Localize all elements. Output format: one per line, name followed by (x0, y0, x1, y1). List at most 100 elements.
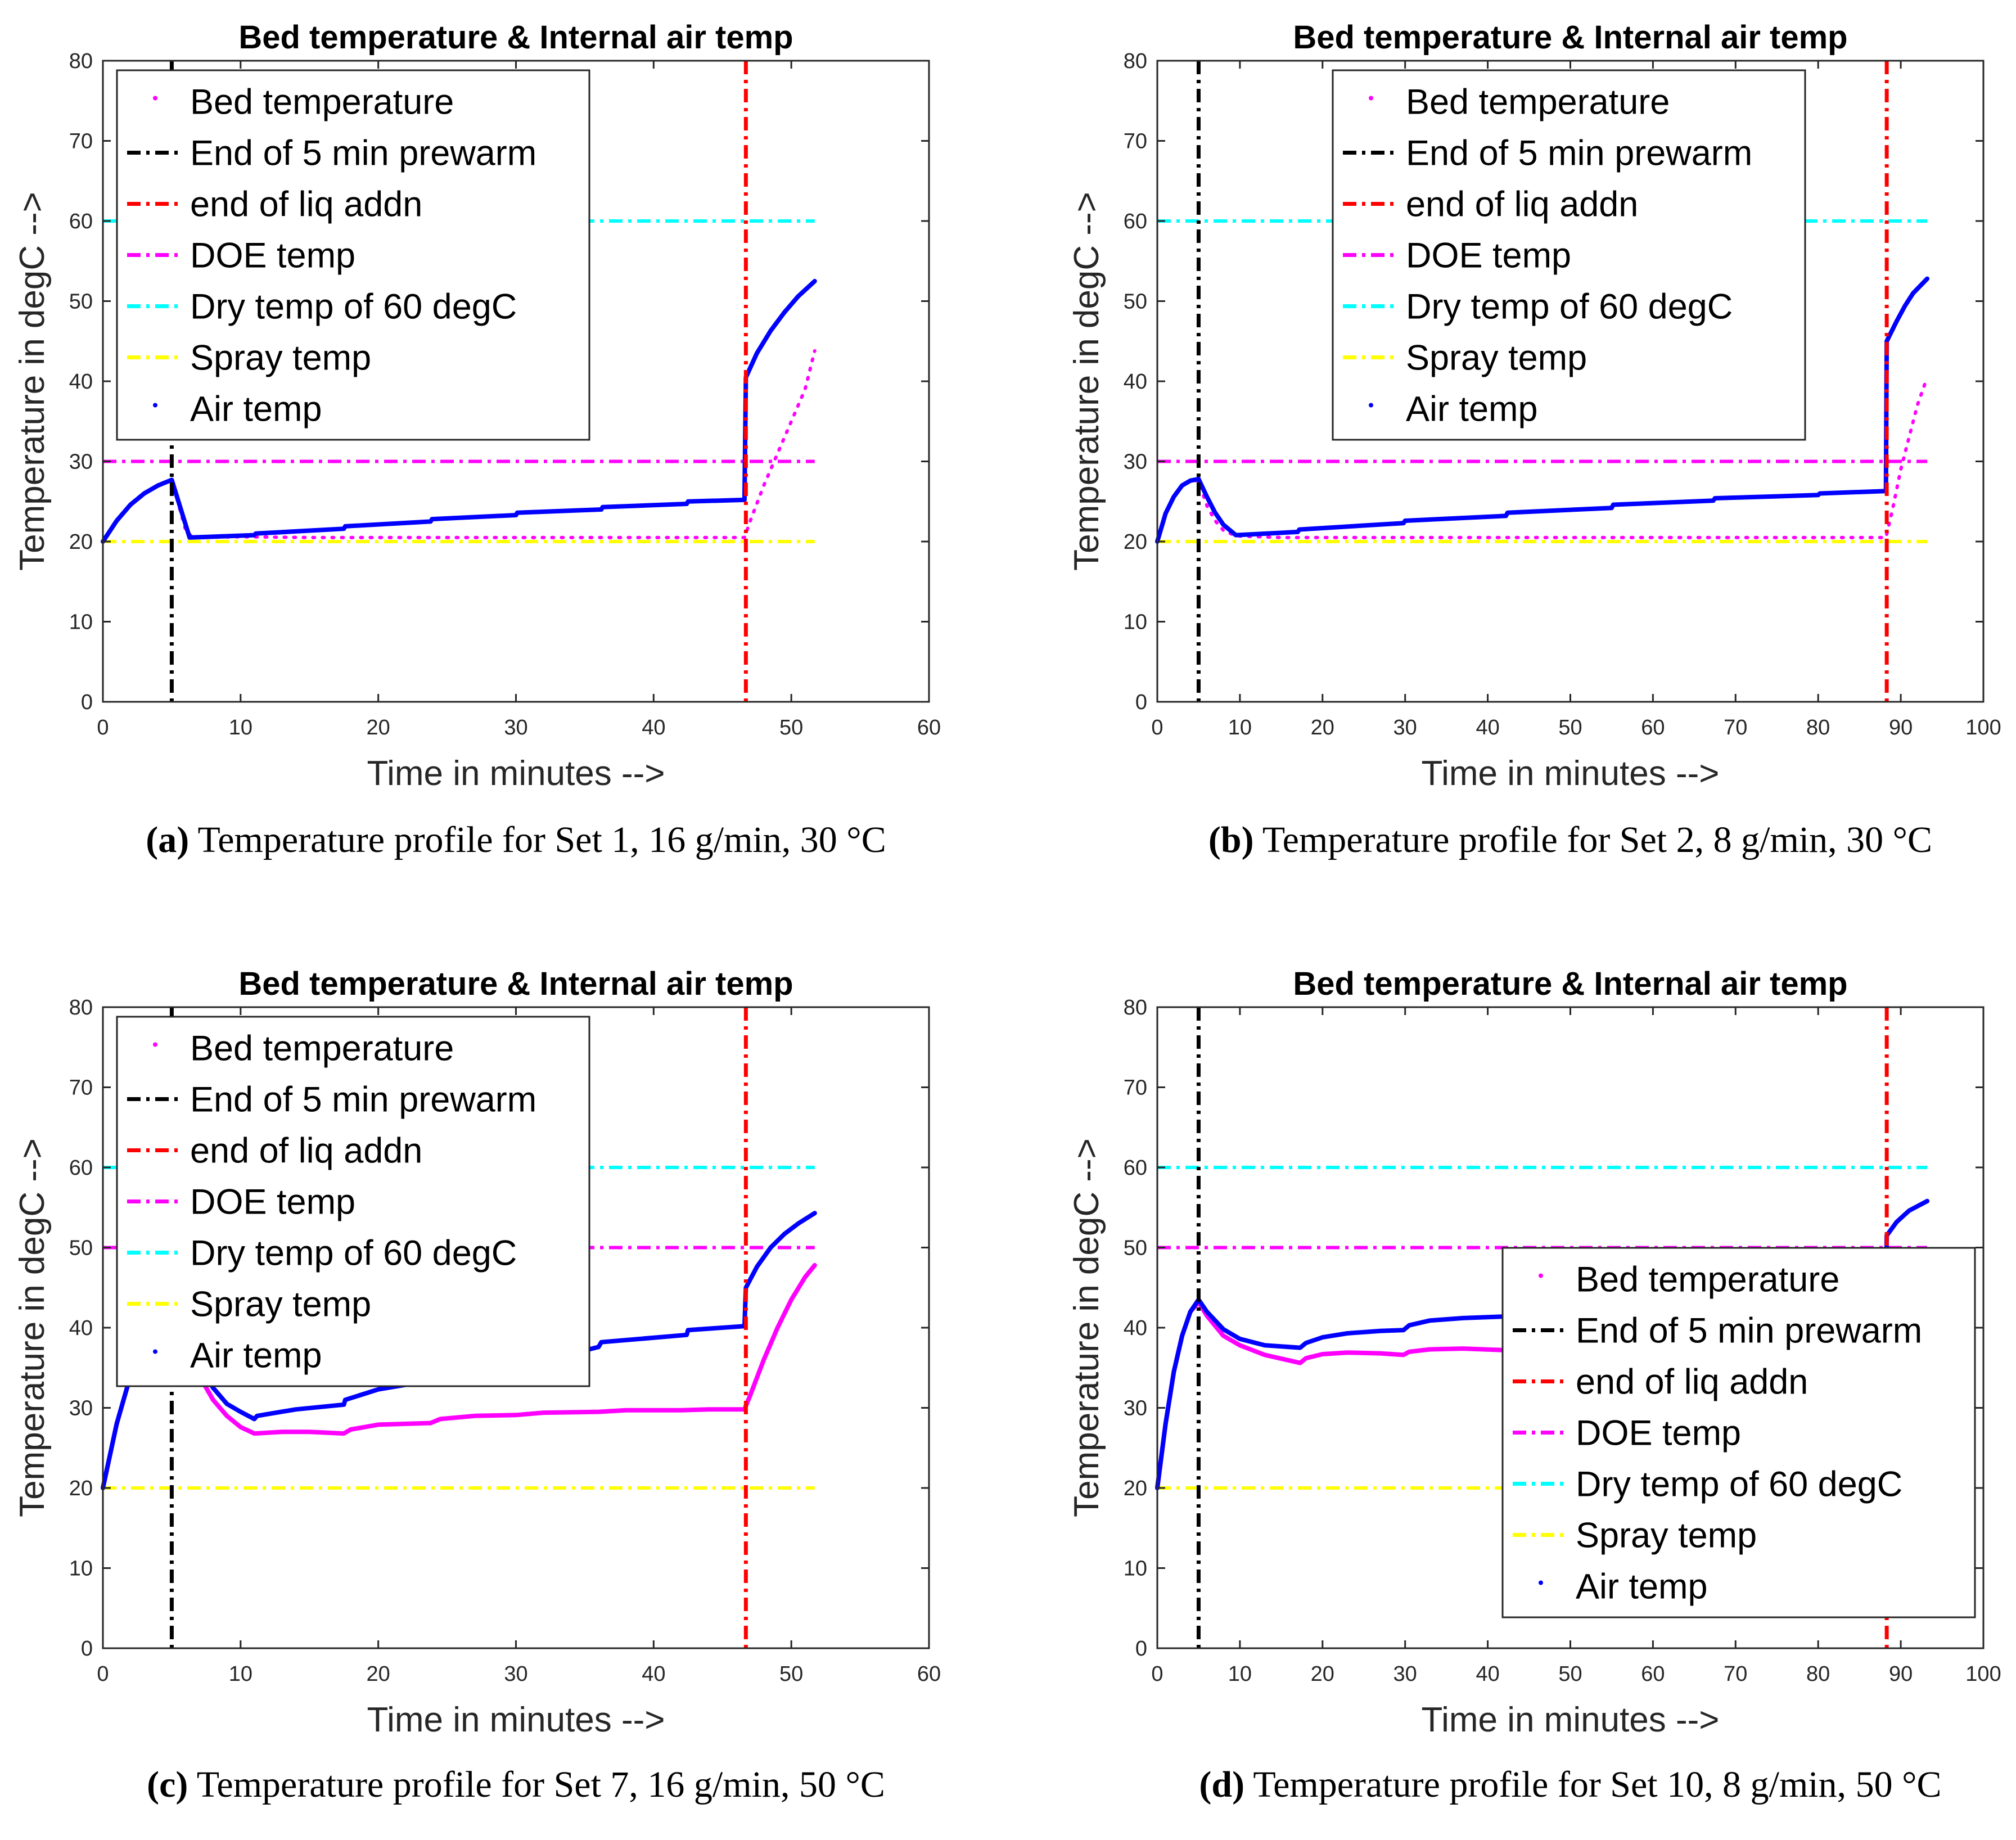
legend: Bed temperature End of 5 min prewarm end o… (1332, 69, 1806, 441)
figure-caption: (d) Temperature profile for Set 10, 8 g/… (1199, 1764, 1941, 1805)
legend-entry: Air temp (1539, 1567, 1708, 1607)
chart-title: Bed temperature & Internal air temp (1293, 966, 1847, 1002)
x-tick-label: 50 (779, 1662, 803, 1686)
legend-box (1332, 69, 1806, 441)
legend-entry: Spray temp (1343, 339, 1587, 378)
y-tick-label: 50 (1124, 290, 1147, 314)
y-tick-label: 10 (69, 611, 93, 634)
x-tick-label: 70 (1724, 1662, 1747, 1686)
legend-label: end of liq addn (190, 185, 422, 224)
legend-marker (1539, 1273, 1543, 1278)
legend-marker (1369, 403, 1373, 408)
y-tick-label: 70 (69, 1076, 93, 1100)
y-tick-label: 10 (1124, 1557, 1147, 1581)
caption-letter: (a) (146, 819, 189, 860)
x-tick-label: 100 (1965, 716, 2001, 739)
x-tick-label: 0 (1151, 716, 1163, 739)
x-tick-label: 20 (367, 716, 390, 739)
caption-text: Temperature profile for Set 2, 8 g/min, … (1254, 819, 1932, 860)
x-tick-label: 40 (1476, 1662, 1499, 1686)
x-tick-label: 20 (1311, 1662, 1334, 1686)
y-tick-label: 10 (1124, 611, 1147, 634)
legend: Bed temperature End of 5 min prewarm end o… (116, 69, 590, 441)
legend-label: Dry temp of 60 degC (1576, 1465, 1902, 1504)
legend-label: End of 5 min prewarm (1406, 134, 1752, 173)
x-axis-label: Time in minutes --> (367, 754, 665, 793)
legend-entry: Dry temp of 60 degC (127, 287, 517, 327)
y-tick-label: 60 (1124, 210, 1147, 233)
legend-entry: DOE temp (1343, 236, 1571, 276)
chart-title: Bed temperature & Internal air temp (1293, 19, 1847, 56)
chart-c: 0 10 20 30 40 50 60 0 10 20 30 40 50 60 70 80 Bed temper… (13, 966, 941, 1805)
x-axis-label: Time in minutes --> (1422, 1701, 1720, 1739)
x-tick-label: 60 (917, 1662, 941, 1686)
x-tick-label: 80 (1806, 716, 1830, 739)
x-tick-label: 30 (504, 1662, 527, 1686)
legend-label: DOE temp (190, 1183, 355, 1222)
legend-entry: Air temp (153, 390, 322, 429)
y-tick-label: 40 (69, 370, 93, 394)
y-tick-label: 0 (81, 1637, 93, 1661)
x-tick-label: 30 (1393, 1662, 1417, 1686)
caption-text: Temperature profile for Set 10, 8 g/min,… (1244, 1764, 1941, 1805)
legend-label: end of liq addn (190, 1131, 422, 1171)
legend-entry: DOE temp (127, 1183, 355, 1222)
y-tick-label: 70 (1124, 130, 1147, 154)
y-tick-label: 10 (69, 1557, 93, 1581)
x-tick-label: 50 (1558, 716, 1582, 739)
legend-label: Dry temp of 60 degC (190, 287, 517, 327)
caption-text: Temperature profile for Set 7, 16 g/min,… (188, 1764, 885, 1805)
legend-marker (153, 1349, 157, 1354)
figure-caption: (b) Temperature profile for Set 2, 8 g/m… (1208, 819, 1932, 860)
legend-label: End of 5 min prewarm (1576, 1311, 1922, 1351)
legend-label: Dry temp of 60 degC (190, 1234, 517, 1273)
x-tick-label: 90 (1889, 1662, 1913, 1686)
x-tick-label: 60 (917, 716, 941, 739)
legend-label: end of liq addn (1406, 185, 1638, 224)
legend-entry: end of liq addn (1513, 1363, 1808, 1402)
legend-entry: Spray temp (127, 1285, 371, 1324)
y-tick-label: 30 (69, 1397, 93, 1420)
x-tick-label: 60 (1641, 716, 1665, 739)
legend-label: Bed temperature (190, 1029, 454, 1068)
caption-letter: (b) (1208, 819, 1254, 860)
y-tick-label: 50 (69, 290, 93, 314)
legend-label: Air temp (190, 1336, 322, 1376)
legend-entry: Spray temp (127, 339, 371, 378)
legend-entry: end of liq addn (127, 185, 422, 224)
legend-entry: Bed temperature (153, 1029, 454, 1068)
y-tick-label: 40 (1124, 370, 1147, 394)
legend-entry: Air temp (153, 1336, 322, 1376)
y-tick-label: 60 (1124, 1156, 1147, 1180)
y-tick-label: 70 (1124, 1076, 1147, 1100)
y-axis-label: Temperature in degC --> (1067, 192, 1106, 571)
figure-caption: (a) Temperature profile for Set 1, 16 g/… (146, 819, 886, 860)
y-tick-label: 80 (1124, 49, 1147, 73)
y-tick-label: 20 (1124, 1477, 1147, 1500)
legend-label: Air temp (1576, 1567, 1708, 1607)
x-tick-label: 40 (642, 1662, 665, 1686)
legend-entry: Bed temperature (153, 83, 454, 122)
legend-label: End of 5 min prewarm (190, 1080, 536, 1120)
x-tick-label: 100 (1965, 1662, 2001, 1686)
y-tick-label: 40 (1124, 1316, 1147, 1340)
legend-label: Bed temperature (1406, 83, 1670, 122)
legend-entry: Air temp (1369, 390, 1538, 429)
legend-entry: Spray temp (1513, 1516, 1757, 1555)
legend-marker (153, 1042, 157, 1047)
x-tick-label: 10 (229, 1662, 252, 1686)
legend-entry: End of 5 min prewarm (127, 1080, 536, 1120)
legend-marker (153, 96, 157, 101)
legend-label: Spray temp (190, 1285, 371, 1324)
y-tick-label: 40 (69, 1316, 93, 1340)
y-tick-label: 30 (1124, 450, 1147, 474)
legend-box (1501, 1247, 1976, 1618)
caption-letter: (d) (1199, 1764, 1244, 1805)
legend-label: DOE temp (1406, 236, 1571, 276)
legend-label: DOE temp (190, 236, 355, 276)
figure-caption: (c) Temperature profile for Set 7, 16 g/… (147, 1764, 885, 1805)
legend-entry: Dry temp of 60 degC (127, 1234, 517, 1273)
legend-entry: End of 5 min prewarm (1513, 1311, 1922, 1351)
y-tick-label: 80 (69, 49, 93, 73)
y-tick-label: 0 (1135, 1637, 1147, 1661)
